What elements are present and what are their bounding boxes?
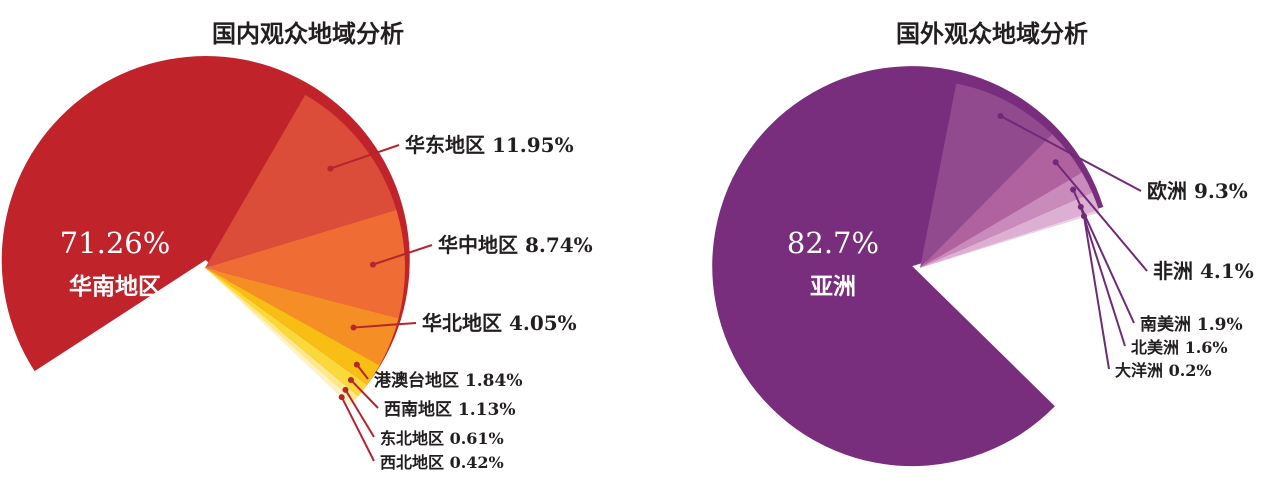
slice-label-3: 南美洲 1.9%	[1140, 314, 1243, 335]
leader-dot-2	[369, 261, 376, 268]
leader-line-3	[353, 322, 417, 329]
pie-slice-3	[920, 172, 1093, 268]
leader-line-1	[330, 144, 400, 170]
pie-slice-0	[712, 66, 1104, 467]
leader-dot-2	[1052, 159, 1059, 166]
leader-dot-6	[342, 386, 349, 393]
leader-line-1	[1000, 115, 1142, 192]
leader-dot-4	[1077, 203, 1084, 210]
slice-label-2: 非洲 4.1%	[1153, 259, 1254, 283]
leader-dot-1	[327, 165, 334, 172]
leader-dot-4	[353, 361, 360, 368]
foreign-slices	[712, 66, 1104, 467]
domestic-pie-chart: 国内观众地域分析 华东地区 11.95% 华中地区 8.74% 华北地区 4.05%…	[1, 19, 593, 472]
leader-line-6	[344, 389, 375, 438]
slice-label-7: 西北地区 0.42%	[380, 453, 504, 472]
foreign-chart-title: 国外观众地域分析	[896, 19, 1088, 48]
slice-label-3: 华北地区 4.05%	[422, 311, 577, 335]
pie-slice-2	[205, 209, 405, 319]
domestic-main-value: 71.26%	[60, 226, 171, 260]
leader-dot-5	[1080, 213, 1087, 220]
slice-label-5: 大洋洲 0.2%	[1115, 361, 1212, 380]
foreign-leader-lines	[997, 112, 1148, 370]
pie-slice-4	[205, 268, 380, 385]
domestic-slices	[1, 56, 410, 406]
pie-slice-3	[205, 268, 399, 366]
slice-label-5: 西南地区 1.13%	[384, 399, 515, 420]
foreign-main-value: 82.7%	[787, 226, 879, 260]
foreign-main-label: 亚洲	[810, 273, 856, 300]
leader-dot-3	[350, 324, 357, 331]
slice-label-1: 欧洲 9.3%	[1147, 179, 1248, 203]
leader-dot-5	[347, 377, 354, 384]
domestic-chart-title: 国内观众地域分析	[212, 19, 404, 48]
leader-dot-3	[1070, 186, 1077, 193]
domestic-main-label: 华南地区	[69, 273, 161, 300]
leader-dot-1	[997, 112, 1004, 119]
pie-slice-2	[920, 134, 1082, 268]
leader-line-2	[372, 244, 433, 266]
leader-line-5	[1083, 215, 1110, 370]
leader-line-5	[350, 379, 379, 409]
slice-label-2: 华中地区 8.74%	[438, 233, 593, 257]
foreign-pie-chart: 国外观众地域分析 欧洲 9.3% 非洲 4.1% 南美洲 1.9% 北美洲 1.6% 大…	[712, 19, 1254, 467]
pie-slice-5	[920, 210, 1100, 268]
slice-label-6: 东北地区 0.61%	[380, 429, 504, 448]
leader-line-4	[1079, 206, 1126, 347]
slice-label-4: 北美洲 1.6%	[1131, 338, 1228, 357]
slice-label-1: 华东地区 11.95%	[405, 133, 574, 157]
leader-line-7	[340, 396, 375, 462]
leader-line-2	[1054, 161, 1148, 272]
domestic-slice-labels: 华东地区 11.95% 华中地区 8.74% 华北地区 4.05% 港澳台地区 1.8…	[374, 133, 593, 472]
pie-slice-6	[205, 268, 359, 402]
pie-slice-7	[205, 268, 354, 406]
slice-label-4: 港澳台地区 1.84%	[374, 370, 522, 391]
foreign-slice-labels: 欧洲 9.3% 非洲 4.1% 南美洲 1.9% 北美洲 1.6% 大洋洲 0.2%	[1115, 179, 1254, 380]
pie-slice-4	[920, 192, 1099, 268]
leader-line-4	[356, 363, 369, 380]
pie-slice-1	[205, 94, 397, 269]
pie-slice-5	[205, 268, 368, 397]
domestic-leader-lines	[327, 144, 433, 462]
leader-dot-7	[338, 394, 345, 401]
pie-slice-1	[920, 83, 1053, 268]
